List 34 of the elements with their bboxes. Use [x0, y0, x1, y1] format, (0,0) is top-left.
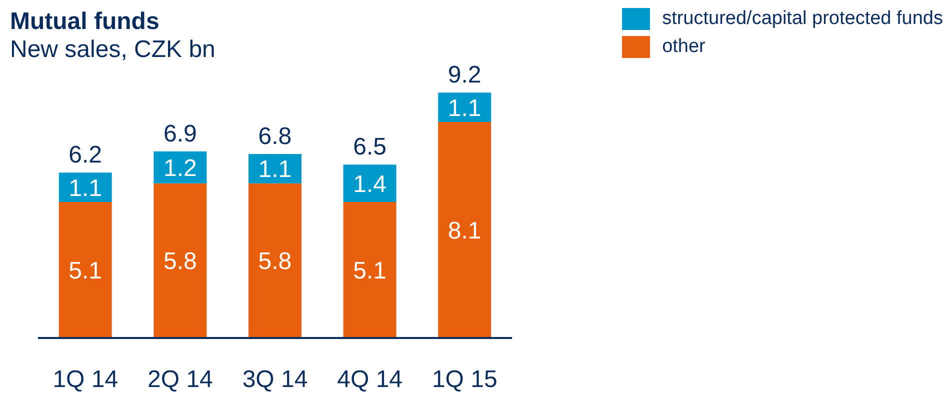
bar [248, 183, 302, 338]
total-label: 6.5 [353, 134, 386, 161]
data-label: 1.2 [163, 154, 197, 182]
total-label: 6.8 [258, 123, 292, 150]
data-label: 1.1 [68, 174, 102, 202]
chart-subtitle: New sales, CZK bn [10, 36, 216, 64]
total-label: 9.2 [448, 62, 482, 89]
data-label: 1.1 [258, 156, 292, 184]
x-tick-label: 2Q 14 [148, 366, 213, 394]
data-label: 5.1 [353, 258, 386, 285]
x-tick-label: 4Q 14 [337, 366, 403, 394]
data-label: 8.1 [448, 218, 482, 245]
bar [343, 164, 396, 202]
bar [58, 202, 112, 338]
bar [438, 92, 492, 122]
total-label: 6.2 [68, 142, 102, 169]
bar [248, 154, 302, 184]
bar [154, 183, 207, 338]
data-label: 1.4 [353, 170, 386, 198]
bar [343, 202, 396, 338]
bar [58, 172, 112, 202]
data-label: 5.1 [68, 258, 102, 285]
data-label: 5.8 [258, 248, 292, 276]
legend-label: other [662, 36, 706, 58]
x-tick-label: 1Q 14 [52, 366, 118, 394]
data-label: 1.1 [448, 94, 482, 122]
x-tick-label: 3Q 14 [242, 366, 308, 394]
data-label: 5.8 [163, 248, 197, 276]
bar [154, 151, 207, 184]
legend-label: structured/capital protected funds [662, 8, 943, 30]
x-tick-label: 1Q 15 [432, 366, 498, 394]
total-label: 6.9 [163, 120, 197, 148]
bar [438, 122, 492, 338]
chart-title: Mutual funds [10, 8, 160, 36]
